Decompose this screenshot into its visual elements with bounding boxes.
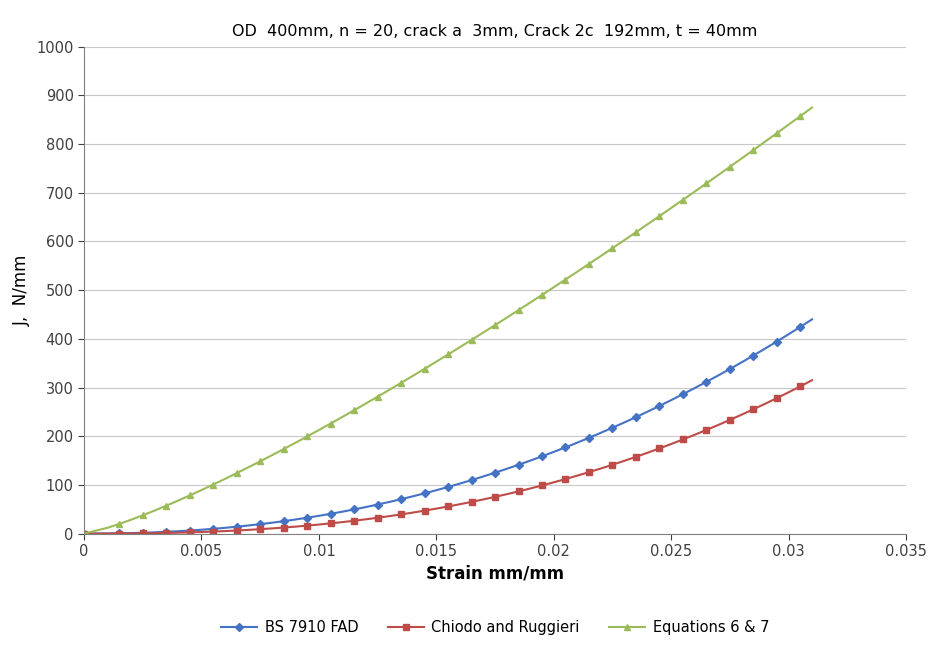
Equations 6 & 7 (78, 530, 90, 538)
X-axis label: Strain mm/mm: Strain mm/mm (426, 564, 564, 582)
Chiodo and Ruggieri (525, 484, 536, 492)
Equations 6 & 7 (806, 103, 817, 111)
Line: Chiodo and Ruggieri: Chiodo and Ruggieri (81, 378, 814, 536)
Chiodo and Ruggieri (278, 524, 290, 532)
Equations 6 & 7 (713, 171, 724, 179)
BS 7910 FAD (78, 530, 90, 538)
Legend: BS 7910 FAD, Chiodo and Ruggieri, Equations 6 & 7: BS 7910 FAD, Chiodo and Ruggieri, Equati… (215, 614, 775, 640)
BS 7910 FAD (806, 315, 817, 323)
Equations 6 & 7 (795, 112, 806, 120)
Equations 6 & 7 (149, 507, 160, 515)
BS 7910 FAD (713, 372, 724, 380)
Y-axis label: J,  N/mm: J, N/mm (13, 254, 31, 326)
Chiodo and Ruggieri (78, 530, 90, 538)
BS 7910 FAD (795, 323, 806, 331)
Equations 6 & 7 (278, 445, 290, 453)
Equations 6 & 7 (231, 469, 242, 477)
BS 7910 FAD (278, 517, 290, 525)
Line: BS 7910 FAD: BS 7910 FAD (81, 317, 814, 536)
BS 7910 FAD (149, 528, 160, 536)
Chiodo and Ruggieri (806, 376, 817, 384)
Equations 6 & 7 (525, 299, 536, 307)
Title: OD  400mm, n = 20, crack a  3mm, Crack 2c  192mm, t = 40mm: OD 400mm, n = 20, crack a 3mm, Crack 2c … (233, 23, 757, 39)
Chiodo and Ruggieri (231, 526, 242, 534)
Chiodo and Ruggieri (795, 382, 806, 390)
Chiodo and Ruggieri (713, 421, 724, 429)
BS 7910 FAD (231, 523, 242, 531)
Chiodo and Ruggieri (149, 529, 160, 537)
BS 7910 FAD (525, 457, 536, 465)
Line: Equations 6 & 7: Equations 6 & 7 (80, 104, 815, 537)
